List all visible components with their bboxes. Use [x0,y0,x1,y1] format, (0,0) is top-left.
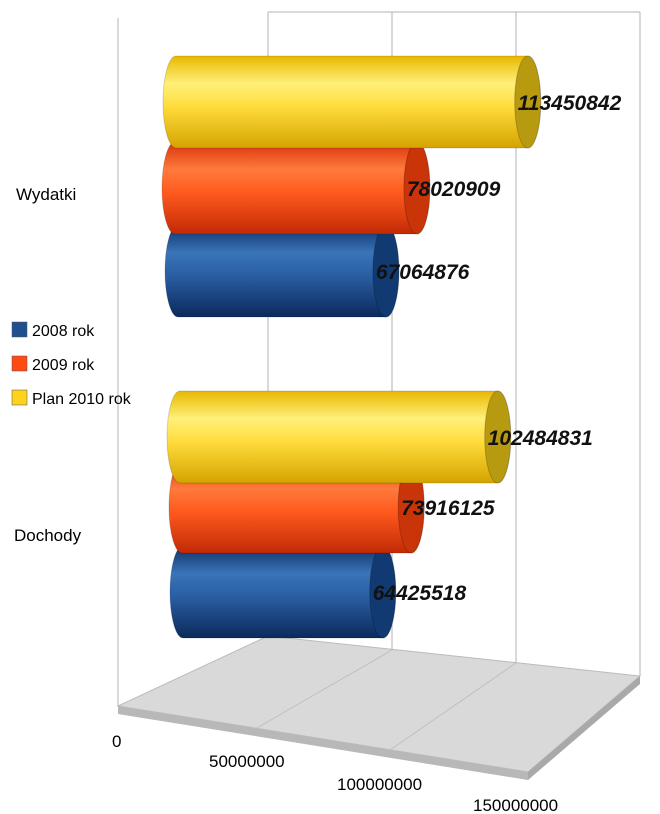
bars-group [161,55,542,639]
floor-edge-right [528,676,640,780]
x-axis-ticks: 0 50000000 100000000 150000000 [112,732,558,814]
legend-label-2010: Plan 2010 rok [32,391,132,408]
value-label: 102484831 [488,427,593,450]
legend-swatch-2010 [11,389,28,406]
category-labels: Wydatki Dochody [14,185,82,545]
chart-walls [116,11,642,780]
legend-swatch-2009 [11,355,28,372]
legend-label-2009: 2009 rok [32,357,95,374]
bar-wydatki-series-2 [162,55,542,149]
value-label: 67064876 [376,261,470,284]
value-labels-group: 67064876 78020909 113450842 64425518 7391612… [373,92,622,605]
cylinder-body [161,141,431,235]
value-label: 78020909 [407,178,501,201]
legend-label-2008: 2008 rok [32,323,95,340]
cylinder-body [169,545,397,639]
legend-swatch-2008 [11,321,28,338]
x-tick-label: 150000000 [473,796,558,814]
bar-wydatki-series-1 [161,141,431,235]
legend: 2008 rok 2009 rok Plan 2010 rok [11,321,132,408]
value-label: 64425518 [373,582,467,605]
category-label-dochody: Dochody [14,526,82,545]
bar-dochody-series-1 [168,460,425,554]
bar-dochody-series-0 [169,545,397,639]
cylinder-cap [514,55,542,149]
x-tick-label: 0 [112,732,121,751]
cylinder-body [162,55,542,149]
floor-grid-1 [254,649,393,730]
cylinder-body [164,224,400,318]
x-tick-label: 50000000 [209,752,285,771]
value-label: 113450842 [518,92,622,115]
floor-grid-2 [389,662,517,751]
bar-wydatki-series-0 [164,224,400,318]
x-tick-label: 100000000 [337,775,422,794]
category-label-wydatki: Wydatki [16,185,76,204]
cylinder-body [166,390,512,484]
cylinder-cap [484,390,512,484]
floor-edge-front [118,706,528,780]
bar-dochody-series-2 [166,390,512,484]
value-label: 73916125 [401,497,495,520]
